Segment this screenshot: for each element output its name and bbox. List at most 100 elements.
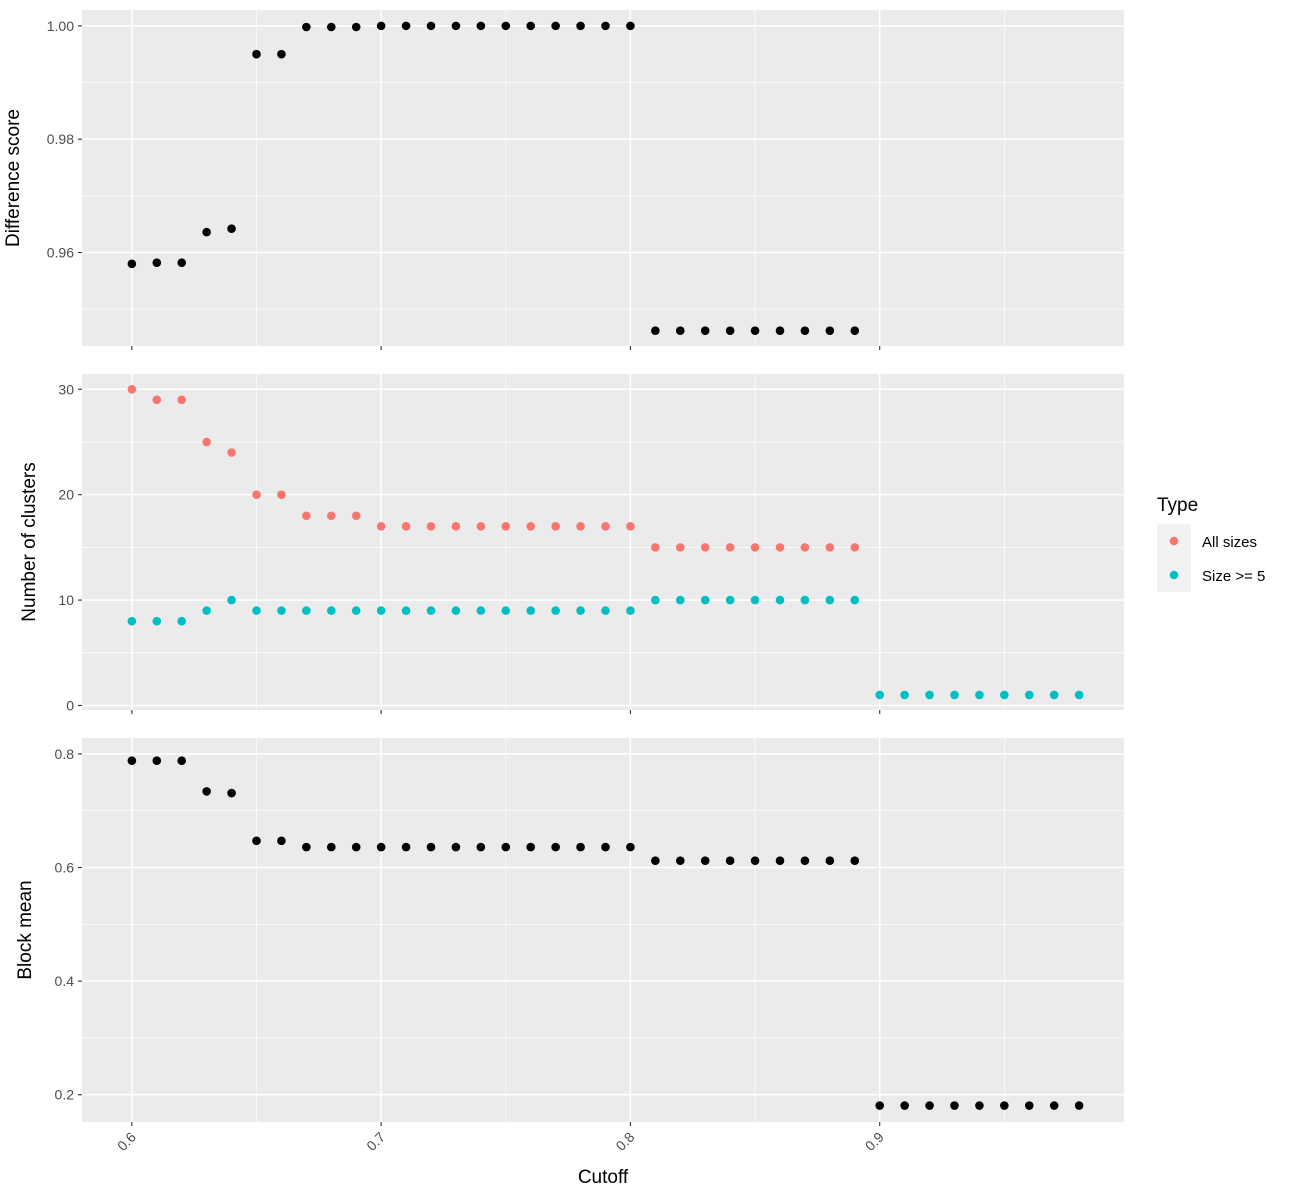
- data-point: [750, 326, 760, 336]
- data-point: [177, 395, 187, 405]
- data-point: [227, 224, 236, 234]
- data-point: [476, 21, 486, 31]
- data-point: [526, 842, 536, 852]
- data-point: [501, 606, 511, 615]
- data-point: [925, 690, 934, 700]
- y-tick-label: 30: [58, 381, 74, 397]
- data-point: [651, 543, 660, 552]
- data-point: [825, 326, 835, 336]
- data-point: [900, 690, 909, 700]
- data-point: [750, 595, 760, 605]
- data-point: [725, 326, 735, 336]
- y-tick-label: 0.96: [47, 245, 74, 261]
- y-tick-label: 10: [58, 592, 74, 608]
- data-point: [850, 543, 860, 552]
- legend-title: Type: [1157, 495, 1198, 516]
- data-point: [800, 856, 810, 865]
- data-point: [501, 521, 511, 531]
- x-axis-title: Cutoff: [578, 1167, 629, 1188]
- data-point: [177, 756, 187, 766]
- data-point: [750, 543, 760, 552]
- panel-background: [82, 738, 1124, 1122]
- data-point: [700, 595, 710, 605]
- data-point: [152, 756, 162, 766]
- data-point: [302, 842, 311, 852]
- data-point: [775, 326, 785, 336]
- data-point: [900, 1101, 909, 1110]
- data-point: [376, 21, 386, 31]
- data-point: [302, 606, 311, 615]
- y-tick-label: 0.8: [55, 746, 75, 762]
- data-point: [576, 21, 585, 31]
- data-point: [775, 595, 785, 605]
- data-point: [1000, 1101, 1009, 1110]
- series-1: [127, 756, 1084, 1110]
- data-point: [551, 606, 560, 615]
- data-point: [626, 21, 635, 31]
- data-point: [476, 842, 486, 852]
- data-point: [326, 606, 336, 615]
- data-point: [825, 543, 835, 552]
- x-tick-label: 0.6: [114, 1129, 139, 1154]
- data-point: [725, 543, 735, 552]
- data-point: [875, 690, 885, 700]
- data-point: [152, 616, 162, 626]
- data-point: [1049, 690, 1059, 700]
- data-point: [277, 49, 286, 59]
- data-point: [825, 595, 835, 605]
- data-point: [376, 842, 386, 852]
- y-tick-label: 0.2: [55, 1087, 75, 1103]
- data-point: [401, 521, 411, 531]
- data-point: [351, 511, 361, 521]
- legend-label-size-5: Size >= 5: [1202, 568, 1265, 585]
- data-point: [875, 1101, 885, 1110]
- panels-layer: 0.96 0.98 1.00 Difference score 0 10 20 30 Numbe…: [3, 10, 1124, 1154]
- data-point: [601, 606, 610, 615]
- data-point: [451, 606, 461, 615]
- data-point: [551, 521, 560, 531]
- data-point: [825, 856, 835, 865]
- data-point: [451, 842, 461, 852]
- data-point: [202, 437, 211, 447]
- data-point: [202, 606, 211, 615]
- data-point: [526, 21, 536, 31]
- panel-background: [82, 10, 1124, 346]
- data-point: [202, 787, 211, 796]
- data-point: [127, 259, 137, 269]
- data-point: [576, 842, 585, 852]
- legend-key-all-sizes: [1169, 536, 1179, 546]
- data-point: [601, 842, 610, 852]
- data-point: [576, 521, 585, 531]
- data-point: [950, 690, 959, 700]
- x-tick-label: 0.7: [363, 1129, 388, 1154]
- data-point: [775, 543, 785, 552]
- data-point: [626, 521, 635, 531]
- data-point: [526, 606, 536, 615]
- legend-key-size-5: [1169, 570, 1179, 580]
- data-point: [850, 326, 860, 336]
- data-point: [476, 606, 486, 615]
- data-point: [277, 606, 286, 615]
- data-point: [675, 326, 685, 336]
- data-point: [227, 788, 236, 798]
- data-point: [1049, 1101, 1059, 1110]
- data-point: [252, 606, 261, 615]
- data-point: [376, 521, 386, 531]
- data-point: [426, 842, 436, 852]
- series-1: [127, 384, 860, 552]
- y-tick-label: 0.98: [47, 131, 74, 147]
- data-point: [426, 521, 436, 531]
- panel-3: 0.2 0.4 0.6 0.8 Block mean 0.6 0.7 0.8 0.9: [15, 738, 1124, 1154]
- x-tick-label: 0.8: [612, 1129, 637, 1154]
- data-point: [950, 1101, 959, 1110]
- y-tick-label: 20: [58, 487, 74, 503]
- data-point: [551, 842, 560, 852]
- data-point: [725, 595, 735, 605]
- y-tick-label: 0.4: [55, 973, 75, 989]
- data-point: [651, 326, 660, 336]
- data-point: [750, 856, 760, 865]
- data-point: [476, 521, 486, 531]
- data-point: [152, 395, 162, 405]
- data-point: [252, 49, 261, 59]
- data-point: [227, 595, 236, 605]
